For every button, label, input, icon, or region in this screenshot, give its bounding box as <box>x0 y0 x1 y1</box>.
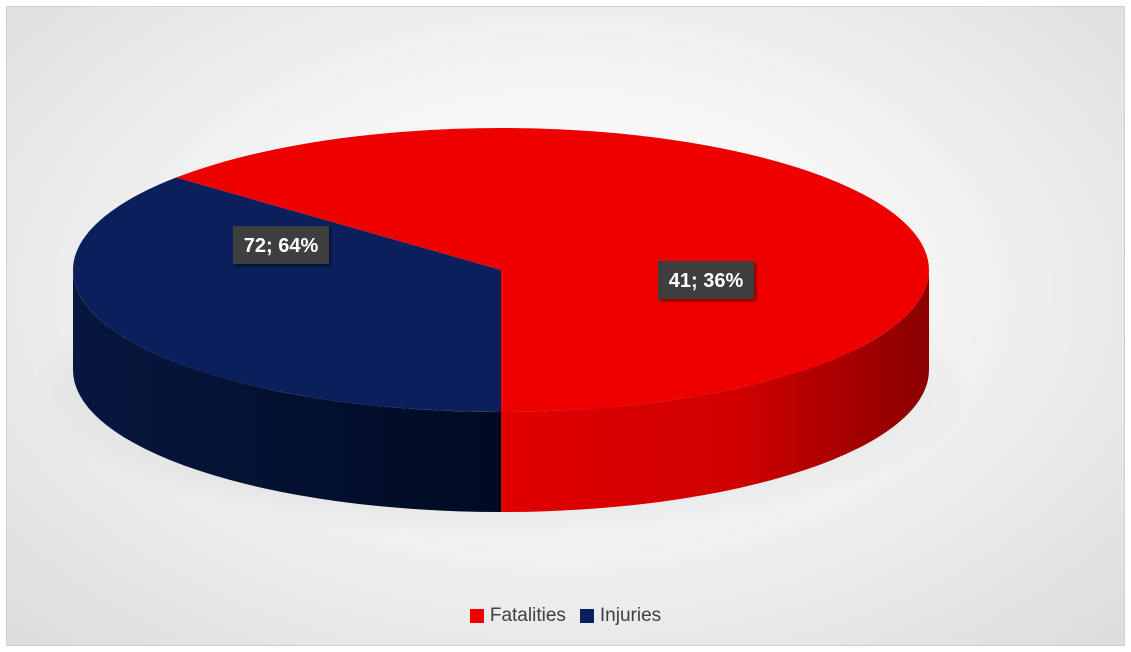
legend-item-injuries: Injuries <box>579 605 662 627</box>
pie-side-injuries <box>73 270 501 512</box>
pie-slice-injuries <box>73 177 502 412</box>
pie-side-fatalities <box>501 270 929 512</box>
data-label-text-injuries: 41; 36% <box>669 270 744 292</box>
data-label-text-fatalities: 72; 64% <box>244 235 319 257</box>
data-label-fatalities: 72; 64% <box>233 226 329 264</box>
legend-label-injuries: Injuries <box>599 605 662 626</box>
legend-swatch-injuries <box>579 609 594 623</box>
data-label-injuries: 41; 36% <box>658 261 754 299</box>
legend: Fatalities Injuries <box>7 605 1124 627</box>
pie-slice-fatalities <box>176 127 930 413</box>
pie-chart: 72; 64% 41; 36% <box>31 127 971 537</box>
chart-frame: 72; 64% 41; 36% Fatalities Injuries <box>6 6 1125 646</box>
legend-swatch-fatalities <box>469 609 484 623</box>
legend-label-fatalities: Fatalities <box>489 605 566 626</box>
legend-item-fatalities: Fatalities <box>469 605 566 627</box>
